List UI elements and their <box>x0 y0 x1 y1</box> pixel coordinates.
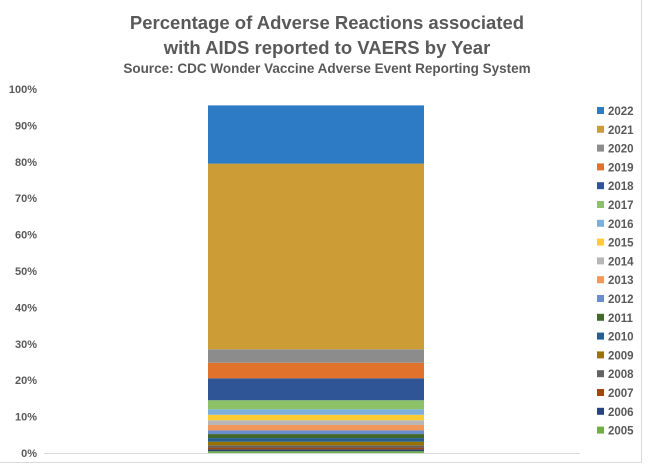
legend-item: 2007 <box>597 388 634 400</box>
legend-label: 2006 <box>608 407 634 419</box>
y-tick-label: 40% <box>15 302 37 314</box>
legend-label: 2017 <box>608 200 634 212</box>
legend-item: 2015 <box>597 238 634 250</box>
bar-segment-2012 <box>208 430 424 435</box>
y-tick-label: 0% <box>21 448 37 460</box>
legend-swatch <box>597 426 604 434</box>
bar-segment-2007 <box>208 447 424 450</box>
legend-item: 2021 <box>597 125 634 137</box>
legend-label: 2007 <box>608 388 634 400</box>
legend-swatch <box>597 370 604 378</box>
chart-subtitle: Source: CDC Wonder Vaccine Adverse Event… <box>123 61 531 76</box>
y-tick-label: 70% <box>15 193 37 205</box>
chart-title: Percentage of Adverse Reactions associat… <box>129 12 525 33</box>
legend-item: 2009 <box>597 350 634 362</box>
legend-label: 2009 <box>608 350 634 362</box>
legend-label: 2020 <box>608 144 634 156</box>
legend-swatch <box>597 107 604 114</box>
legend-item: 2017 <box>597 200 634 212</box>
legend-label: 2012 <box>608 294 634 306</box>
bar-segment-2022 <box>208 105 424 164</box>
legend-item: 2018 <box>597 181 634 193</box>
legend-item: 2005 <box>597 426 634 438</box>
y-tick-label: 100% <box>9 84 37 96</box>
legend-label: 2022 <box>608 106 634 118</box>
bar-segment-2021 <box>208 163 424 350</box>
legend-swatch <box>597 125 604 133</box>
bar-segment-2014 <box>208 420 424 425</box>
bar-segment-2016 <box>208 409 424 415</box>
y-tick-label: 60% <box>15 230 37 242</box>
legend-swatch <box>597 219 604 227</box>
y-tick-label: 30% <box>15 339 37 351</box>
legend-swatch <box>597 144 604 152</box>
legend-swatch <box>597 257 604 265</box>
legend-swatch <box>597 201 604 208</box>
y-tick-label: 80% <box>15 157 37 169</box>
legend-label: 2005 <box>608 426 634 438</box>
legend-item: 2010 <box>597 332 634 344</box>
y-tick-label: 20% <box>15 375 37 387</box>
legend: 2022 2021 2020 2019 2018 2017 2016 2015 2014 2013… <box>597 106 634 438</box>
legend-label: 2010 <box>608 332 634 344</box>
stacked-bar <box>208 105 424 453</box>
y-tick-label: 50% <box>15 266 37 278</box>
bar-segment-2018 <box>208 378 424 401</box>
legend-swatch <box>597 182 604 190</box>
bar-segment-2013 <box>208 424 424 431</box>
legend-item: 2016 <box>597 219 634 231</box>
legend-item: 2014 <box>597 256 634 268</box>
chart-title-line2: with AIDS reported to VAERS by Year <box>163 37 491 58</box>
legend-item: 2011 <box>597 313 634 325</box>
legend-item: 2019 <box>597 162 634 174</box>
legend-item: 2022 <box>597 106 634 118</box>
bar-segment-2008 <box>208 445 424 448</box>
legend-swatch <box>597 238 604 246</box>
legend-label: 2019 <box>608 162 634 174</box>
y-tick-label: 10% <box>15 412 37 424</box>
bar-segment-2019 <box>208 362 424 379</box>
bar-segment-2005 <box>208 451 424 453</box>
legend-swatch <box>597 389 604 396</box>
legend-item: 2006 <box>597 407 634 419</box>
bar-segment-2020 <box>208 349 424 363</box>
legend-item: 2013 <box>597 275 634 287</box>
legend-swatch <box>597 332 604 340</box>
legend-label: 2016 <box>608 219 634 231</box>
legend-swatch <box>597 351 604 359</box>
legend-label: 2015 <box>608 238 634 250</box>
bar-segment-2010 <box>208 438 424 442</box>
legend-swatch <box>597 276 604 284</box>
legend-label: 2011 <box>608 313 634 325</box>
legend-swatch <box>597 163 604 171</box>
legend-label: 2013 <box>608 275 634 287</box>
legend-label: 2014 <box>608 256 634 268</box>
bar-segment-2011 <box>208 434 424 439</box>
legend-item: 2020 <box>597 144 634 156</box>
legend-item: 2012 <box>597 294 634 306</box>
bar-segment-2006 <box>208 449 424 452</box>
legend-label: 2021 <box>608 125 634 137</box>
legend-swatch <box>597 407 604 415</box>
legend-swatch <box>597 313 604 321</box>
legend-label: 2008 <box>608 369 634 381</box>
legend-swatch <box>597 295 604 302</box>
legend-label: 2018 <box>608 181 634 193</box>
y-axis: 0% 10% 20% 30% 40% 50% 60% 70% 80% 90% 100% <box>9 84 37 460</box>
bar-segment-2017 <box>208 400 424 410</box>
bar-segment-2015 <box>208 414 424 421</box>
y-tick-label: 90% <box>15 120 37 132</box>
bar-segment-2009 <box>208 441 424 446</box>
legend-item: 2008 <box>597 369 634 381</box>
